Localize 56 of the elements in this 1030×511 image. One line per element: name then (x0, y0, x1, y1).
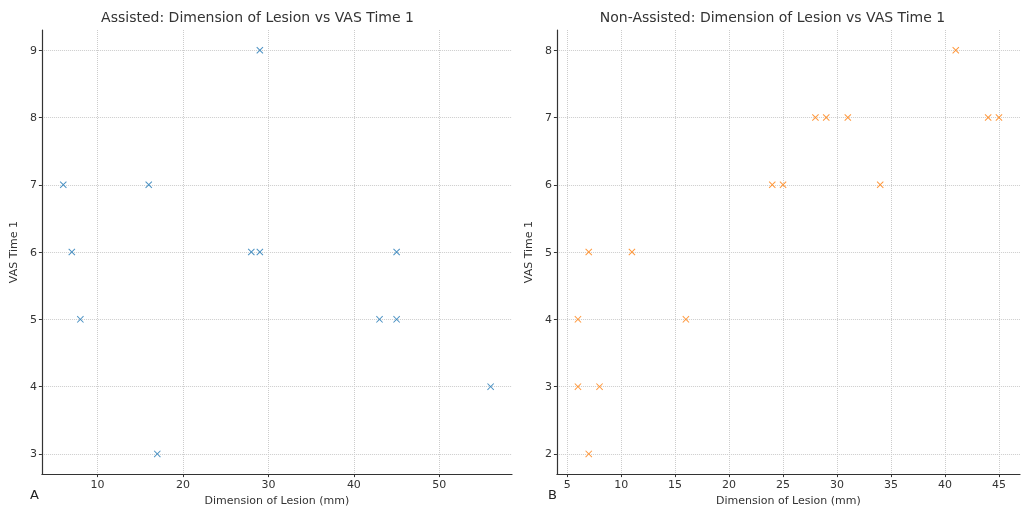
point (585, 450, 593, 458)
y-tick-label: 2 (544, 447, 552, 461)
y-tick-label: 9 (29, 43, 37, 57)
point (779, 181, 787, 189)
y-tick-label: 3 (544, 380, 552, 394)
x-tick-label: 5 (563, 478, 571, 492)
point (768, 181, 776, 189)
x-axis-title: Dimension of Lesion (mm) (204, 494, 350, 507)
x-tick-label: 15 (668, 478, 683, 492)
y-tick-label: 5 (544, 245, 552, 259)
x-tick-label: 25 (776, 478, 791, 492)
point (247, 248, 255, 256)
y-tick-label: 6 (544, 178, 552, 192)
x-tick-label: 40 (937, 478, 952, 492)
x-axis-title: Dimension of Lesion (mm) (716, 494, 861, 507)
point (876, 181, 884, 189)
point (59, 181, 67, 189)
x-tick-label: 40 (346, 478, 361, 492)
point (682, 315, 690, 323)
x-tick-label: 45 (991, 478, 1006, 492)
x-tick-label: 30 (830, 478, 845, 492)
point (952, 46, 960, 54)
text: B (548, 487, 557, 502)
point (256, 46, 264, 54)
point (574, 315, 582, 323)
point (76, 315, 84, 323)
point (153, 450, 161, 458)
chart-title: Non-Assisted: Dimension of Lesion vs VAS Time 1 (599, 9, 946, 25)
point (145, 181, 153, 189)
y-tick-label: 4 (29, 380, 37, 394)
y-tick-label: 4 (544, 312, 552, 326)
point (822, 113, 830, 121)
point (984, 113, 992, 121)
x-tick-label: 20 (175, 478, 190, 492)
point (844, 113, 852, 121)
y-tick-label: 6 (29, 245, 37, 259)
y-tick-label: 5 (29, 312, 37, 326)
point (574, 383, 582, 391)
point (585, 248, 593, 256)
x-tick-label: 35 (884, 478, 898, 492)
x-tick-label: 50 (432, 478, 447, 492)
x-tick-label: 20 (722, 478, 737, 492)
y-axis-title: VAS Time 1 (7, 220, 20, 284)
x-tick-label: 10 (614, 478, 629, 492)
chart-title: Assisted: Dimension of Lesion vs VAS Time 1 (101, 9, 414, 25)
x-tick-label: 10 (90, 478, 105, 492)
y-tick-label: 8 (544, 43, 552, 57)
text: A (30, 487, 39, 502)
y-tick-label: 7 (29, 178, 37, 192)
point (393, 248, 401, 256)
y-tick-label: 3 (29, 447, 37, 461)
y-tick-label: 7 (544, 110, 552, 124)
point (995, 113, 1003, 121)
y-tick-label: 8 (29, 110, 37, 124)
x-tick-label: 30 (261, 478, 276, 492)
y-axis-title: VAS Time 1 (522, 220, 535, 284)
